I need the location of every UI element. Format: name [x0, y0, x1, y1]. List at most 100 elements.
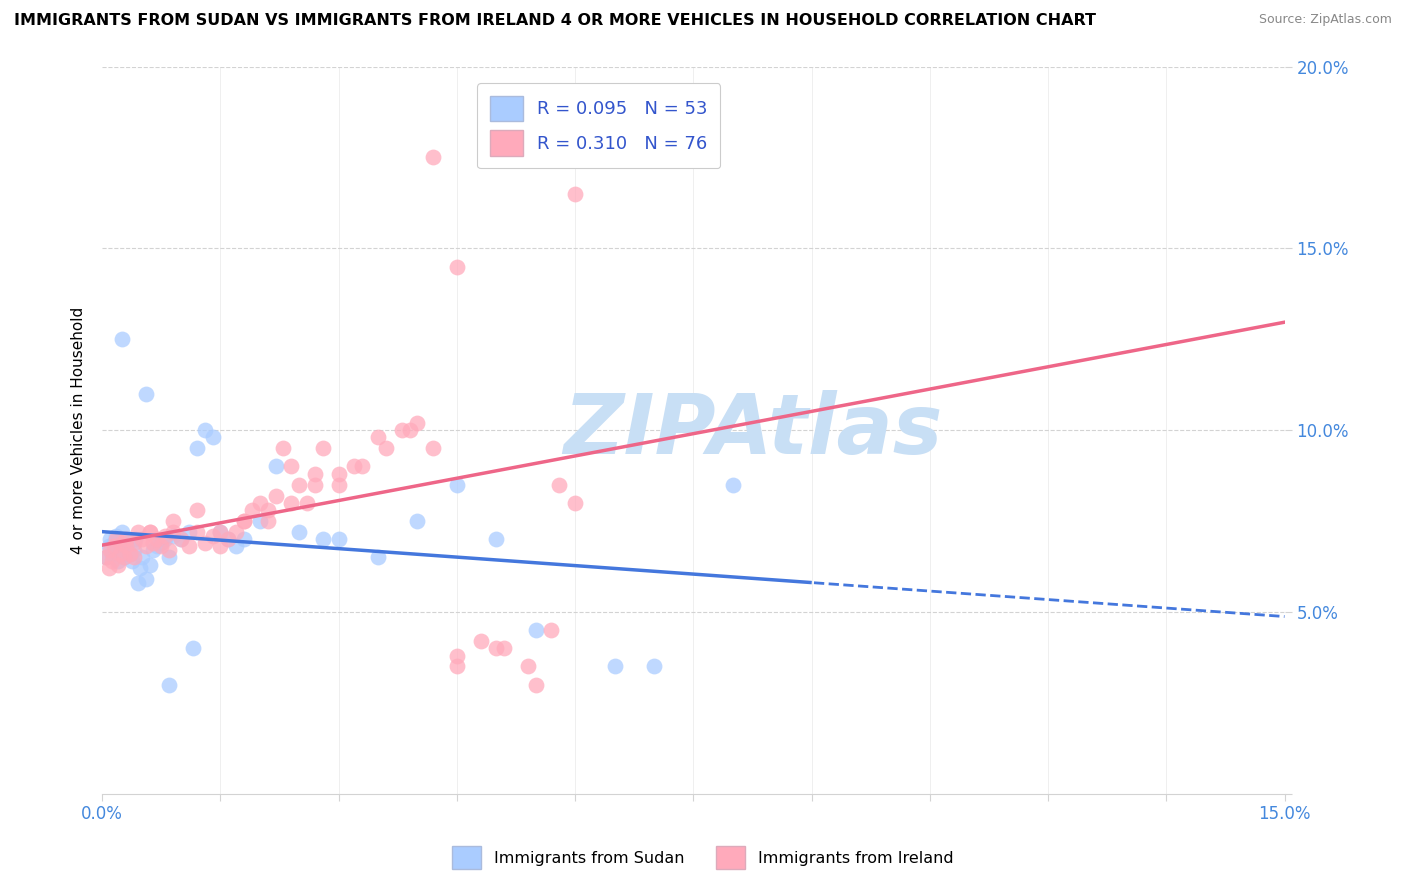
Point	[524, 623, 547, 637]
Point	[367, 430, 389, 444]
Point	[446, 659, 468, 673]
Point	[201, 528, 224, 542]
Point	[328, 477, 350, 491]
Point	[138, 524, 160, 539]
Point	[225, 524, 247, 539]
Point	[524, 678, 547, 692]
Point	[264, 489, 287, 503]
Legend: Immigrants from Sudan, Immigrants from Ireland: Immigrants from Sudan, Immigrants from I…	[446, 839, 960, 875]
Point	[540, 623, 562, 637]
Point	[98, 532, 121, 546]
Point	[157, 543, 180, 558]
Point	[375, 442, 398, 456]
Point	[146, 540, 169, 554]
Point	[233, 532, 256, 546]
Point	[122, 543, 145, 558]
Point	[100, 554, 122, 568]
Point	[352, 459, 374, 474]
Point	[295, 496, 318, 510]
Point	[105, 528, 128, 542]
Point	[112, 550, 135, 565]
Point	[194, 536, 217, 550]
Text: IMMIGRANTS FROM SUDAN VS IMMIGRANTS FROM IRELAND 4 OR MORE VEHICLES IN HOUSEHOLD: IMMIGRANTS FROM SUDAN VS IMMIGRANTS FROM…	[14, 13, 1097, 29]
Point	[181, 641, 204, 656]
Point	[256, 514, 278, 528]
Point	[603, 659, 626, 673]
Point	[249, 496, 271, 510]
Point	[162, 528, 184, 542]
Point	[201, 430, 224, 444]
Point	[288, 524, 311, 539]
Point	[304, 467, 326, 481]
Point	[96, 550, 118, 565]
Point	[100, 547, 122, 561]
Point	[117, 532, 139, 546]
Point	[186, 524, 208, 539]
Point	[406, 514, 429, 528]
Point	[162, 514, 184, 528]
Point	[155, 528, 177, 542]
Point	[398, 423, 420, 437]
Point	[142, 536, 165, 550]
Point	[721, 477, 744, 491]
Point	[367, 550, 389, 565]
Point	[121, 554, 143, 568]
Point	[446, 260, 468, 274]
Point	[516, 659, 538, 673]
Point	[108, 543, 131, 558]
Point	[249, 514, 271, 528]
Point	[280, 459, 302, 474]
Point	[240, 503, 263, 517]
Point	[129, 561, 152, 575]
Point	[446, 648, 468, 663]
Point	[177, 540, 200, 554]
Point	[105, 532, 128, 546]
Point	[122, 550, 145, 565]
Point	[111, 332, 134, 346]
Point	[446, 477, 468, 491]
Point	[131, 550, 153, 565]
Point	[127, 575, 149, 590]
Point	[225, 540, 247, 554]
Point	[111, 524, 134, 539]
Point	[280, 496, 302, 510]
Point	[135, 540, 157, 554]
Point	[98, 543, 121, 558]
Point	[97, 540, 120, 554]
Point	[194, 423, 217, 437]
Point	[177, 524, 200, 539]
Point	[107, 558, 129, 572]
Point	[422, 151, 444, 165]
Point	[485, 641, 508, 656]
Point	[209, 524, 232, 539]
Point	[157, 678, 180, 692]
Point	[111, 536, 134, 550]
Point	[643, 659, 665, 673]
Point	[162, 524, 184, 539]
Point	[485, 532, 508, 546]
Point	[209, 540, 232, 554]
Point	[124, 532, 146, 546]
Point	[138, 558, 160, 572]
Point	[138, 524, 160, 539]
Point	[155, 532, 177, 546]
Point	[122, 536, 145, 550]
Point	[312, 442, 335, 456]
Point	[150, 540, 173, 554]
Point	[127, 524, 149, 539]
Point	[107, 554, 129, 568]
Point	[217, 532, 239, 546]
Point	[118, 547, 141, 561]
Point	[96, 550, 118, 565]
Point	[391, 423, 413, 437]
Point	[564, 186, 586, 201]
Point	[118, 547, 141, 561]
Point	[328, 532, 350, 546]
Point	[233, 514, 256, 528]
Point	[135, 386, 157, 401]
Point	[217, 532, 239, 546]
Point	[97, 561, 120, 575]
Point	[548, 95, 571, 110]
Point	[131, 532, 153, 546]
Point	[288, 477, 311, 491]
